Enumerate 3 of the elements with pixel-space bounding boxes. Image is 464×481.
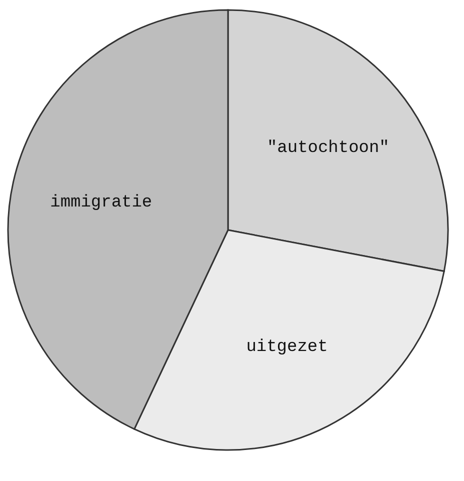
slice-label: uitgezet xyxy=(246,338,328,357)
slice-label: "autochtoon" xyxy=(266,139,390,158)
slice-label: immigratie xyxy=(50,194,152,213)
